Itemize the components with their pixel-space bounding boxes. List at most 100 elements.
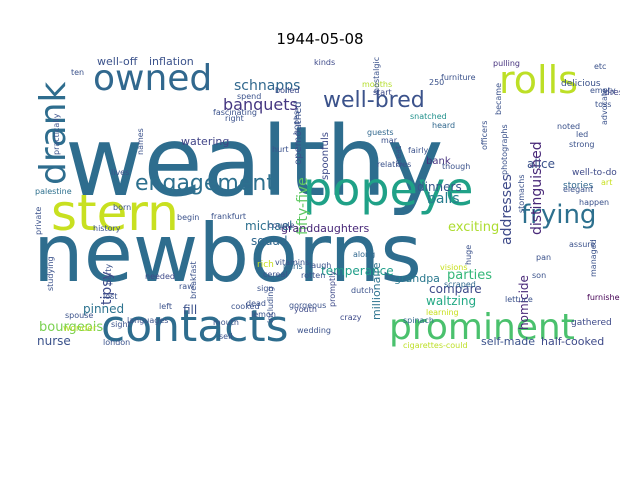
word-cloud-word: pulling: [493, 59, 520, 68]
word-cloud-word: lemon: [251, 310, 276, 319]
word-cloud-word: photographs: [500, 124, 509, 175]
word-cloud-word: lives: [111, 168, 129, 177]
word-cloud-word: dutch: [351, 286, 374, 295]
word-cloud-word: fairly: [408, 146, 428, 155]
word-cloud-word: lost: [103, 292, 117, 301]
word-cloud-word: furnished: [587, 293, 620, 302]
word-cloud-word: left: [159, 302, 172, 311]
word-cloud-word: became: [494, 83, 503, 115]
word-cloud-word: strong: [569, 140, 594, 149]
word-cloud-word: assure: [569, 240, 595, 249]
word-cloud-word: led: [576, 130, 588, 139]
word-cloud-word: spend: [237, 92, 261, 101]
word-cloud-word: inflation: [149, 55, 194, 68]
word-cloud-word: london: [103, 338, 130, 347]
word-cloud-word: well-off: [97, 55, 138, 68]
word-cloud-word: art: [601, 178, 612, 187]
word-cloud-word: ten: [71, 68, 84, 77]
word-cloud-word: nostalgic: [372, 57, 381, 93]
word-cloud-word: frying: [521, 200, 596, 230]
word-cloud-word: relatives: [377, 160, 411, 169]
word-cloud-word: including: [266, 287, 275, 323]
word-cloud-word: banquets: [223, 95, 298, 114]
word-cloud-word: michael: [245, 219, 292, 233]
word-cloud-word: cereal: [263, 270, 287, 279]
word-cloud-word: breakfast: [189, 261, 198, 299]
word-cloud-word: alice: [527, 157, 555, 171]
word-cloud-word: boiled: [275, 86, 299, 95]
word-cloud-word: granddaughters: [281, 222, 369, 235]
word-cloud-word: millionaire: [370, 262, 383, 320]
word-cloud-word: visions: [440, 263, 467, 272]
word-cloud-word: lettuce: [505, 295, 533, 304]
word-cloud-word: half-cooked: [541, 335, 604, 348]
word-cloud-word: spouse: [65, 311, 93, 320]
word-cloud-word: mouth: [213, 318, 239, 327]
word-cloud-word: toss: [595, 100, 611, 109]
word-cloud-word: 250: [429, 78, 444, 87]
word-cloud-word: elegant: [563, 185, 593, 194]
word-cloud-word: vitamins: [275, 258, 309, 267]
word-cloud-word: stern: [51, 184, 179, 242]
word-cloud-word: along: [353, 250, 375, 259]
word-cloud-word: tipsy: [99, 271, 115, 305]
word-cloud-word: prominent: [389, 307, 575, 348]
word-cloud-word: stomachs: [517, 174, 526, 213]
word-cloud-word: pinned: [83, 302, 124, 316]
word-cloud-word: happen: [579, 198, 609, 207]
word-cloud-word: self-made: [481, 335, 535, 348]
word-cloud-word: compare: [429, 282, 482, 296]
word-cloud-word: start: [373, 88, 392, 97]
word-cloud-word: owned: [93, 58, 212, 99]
word-cloud-word: crazy: [340, 313, 362, 322]
word-cloud-word: addresses: [499, 174, 515, 245]
word-cloud-word: dinners: [417, 180, 462, 194]
word-cloud-word: newborns: [33, 207, 422, 300]
word-cloud-word: born: [113, 203, 131, 212]
word-cloud-word: etc: [594, 62, 606, 71]
word-cloud-word: contacts: [101, 301, 289, 352]
word-cloud-word: guests: [367, 128, 394, 137]
word-cloud-word: bourgeois: [39, 320, 103, 335]
word-cloud-word: cooked: [231, 302, 260, 311]
word-cloud-word: sell: [219, 332, 233, 341]
word-cloud-word: cigarettes-could: [403, 341, 468, 350]
word-cloud-word: empty: [590, 86, 616, 95]
word-cloud-word: names: [136, 128, 145, 155]
word-cloud-word: watering: [181, 135, 229, 148]
word-cloud-word: sign: [257, 284, 274, 293]
word-cloud-word: frankfurt: [211, 212, 246, 221]
word-cloud-word: wedding: [297, 326, 331, 335]
word-cloud-word: rich: [257, 260, 274, 270]
word-cloud-word: palestine: [35, 187, 72, 196]
word-cloud-word: well-to-do: [572, 168, 617, 178]
word-cloud-word: learning: [426, 308, 459, 317]
word-cloud-word: raw: [179, 282, 194, 291]
word-cloud-word: rolls: [499, 58, 578, 102]
word-cloud-word: begin: [177, 213, 199, 222]
word-cloud-word: history: [93, 224, 121, 233]
word-cloud-word: though: [442, 162, 470, 171]
word-cloud-word: laugh: [309, 261, 331, 270]
word-cloud-word: hurt: [272, 145, 289, 154]
word-cloud-word: spinach: [403, 316, 434, 325]
word-cloud-word: furniture: [441, 73, 476, 82]
word-cloud-word: couple: [268, 221, 295, 230]
word-cloud-word: nurse: [37, 334, 71, 348]
word-cloud-word: well-bred: [323, 88, 425, 113]
word-cloud-word: dresses: [604, 88, 620, 98]
word-cloud-word: snatched: [410, 112, 447, 121]
word-cloud-word: drank: [33, 81, 74, 185]
word-cloud-word: managed: [589, 239, 598, 277]
word-cloud-word: fifty-five: [295, 177, 311, 235]
word-cloud-word: scraped: [444, 280, 476, 289]
word-cloud-word: bank: [426, 156, 451, 167]
word-cloud-word: delicious: [561, 79, 601, 89]
word-cloud-word: engagement: [135, 171, 275, 196]
word-cloud-word: fascinating: [213, 108, 257, 117]
word-cloud-word: wealthy: [65, 106, 443, 218]
word-cloud-word: balls: [427, 191, 460, 207]
word-cloud-word: gorgeous: [289, 301, 326, 310]
word-cloud-word: huge: [464, 245, 473, 265]
